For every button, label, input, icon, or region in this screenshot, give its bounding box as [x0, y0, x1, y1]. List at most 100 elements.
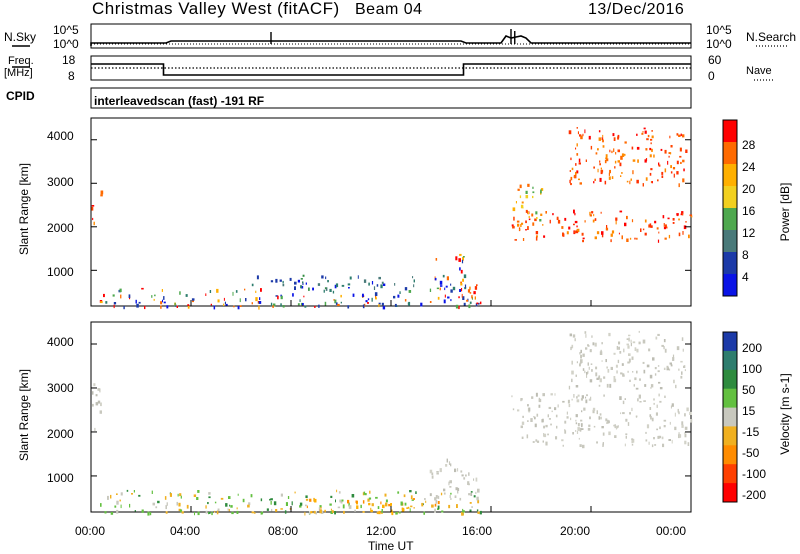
velocity-cell — [406, 507, 408, 509]
velocity-cell — [603, 376, 606, 379]
power-cell — [650, 225, 653, 228]
velocity-cell — [348, 505, 352, 509]
power-cell — [570, 183, 572, 186]
velocity-cell — [661, 436, 664, 440]
velocity-cell — [270, 498, 273, 501]
power-cell — [333, 299, 335, 301]
power-cell — [332, 290, 335, 294]
power-cell — [593, 166, 595, 169]
power-data-cells — [91, 127, 693, 310]
velocity-cell — [110, 512, 114, 515]
power-cell — [463, 256, 465, 258]
velocity-cell — [362, 511, 365, 513]
velocity-cell — [602, 432, 605, 436]
velocity-cell — [601, 342, 603, 345]
power-ytick-4000: 4000 — [47, 129, 74, 143]
velocity-cell — [360, 504, 362, 509]
velocity-cell — [632, 371, 634, 373]
power-cell — [574, 220, 578, 224]
power-cell — [305, 282, 307, 285]
velocity-cell — [251, 511, 255, 514]
velocity-cell — [329, 503, 332, 506]
velocity-cell — [634, 347, 637, 351]
power-cell — [468, 304, 471, 309]
power-cell — [642, 228, 645, 231]
velocity-cell — [683, 365, 686, 368]
power-cell — [460, 281, 462, 284]
velocity-cell — [450, 492, 452, 495]
velocity-cell — [589, 349, 592, 353]
power-cell — [574, 230, 576, 234]
velocity-cell — [606, 383, 609, 388]
power-cell — [578, 178, 580, 181]
power-cell — [367, 298, 370, 301]
power-cell — [525, 190, 528, 194]
xtick-3: 12:00 — [366, 524, 397, 538]
power-cell — [631, 146, 634, 150]
power-cell — [664, 149, 667, 154]
velocity-cell — [461, 512, 464, 516]
velocity-cell — [110, 494, 112, 499]
power-cell — [364, 303, 366, 307]
velocity-cell — [309, 511, 311, 515]
velocity-cell — [410, 505, 413, 508]
nave-tick-bottom: 0 — [708, 69, 715, 83]
power-cell — [600, 169, 604, 173]
power-cell — [282, 283, 285, 287]
velocity-cell — [477, 488, 480, 493]
velocity-cell — [99, 410, 102, 414]
power-cell — [651, 148, 653, 152]
velocity-cell — [576, 361, 578, 364]
power-cell — [435, 258, 438, 261]
velocity-cell — [636, 348, 639, 353]
velocity-cell — [562, 444, 564, 447]
velocity-cell — [208, 492, 211, 495]
power-cell — [443, 299, 446, 304]
power-cell — [521, 201, 524, 204]
velocity-cell — [270, 501, 272, 505]
velocity-cell — [625, 433, 628, 435]
power-cell — [620, 155, 623, 160]
power-cell — [187, 306, 190, 309]
velocity-cell — [214, 510, 216, 513]
velocity-cell — [448, 481, 450, 486]
velocity-cell — [434, 503, 437, 507]
power-cell — [376, 284, 379, 287]
velocity-cell — [527, 404, 529, 407]
power-cell — [532, 195, 534, 199]
power-cell — [179, 291, 181, 295]
power-cell — [371, 281, 374, 285]
power-cell — [289, 277, 292, 281]
power-cell — [237, 306, 240, 310]
power-cell — [661, 171, 664, 175]
power-cell — [604, 180, 607, 185]
velocity-cell — [582, 368, 585, 371]
power-cell — [352, 293, 355, 297]
power-cell — [532, 191, 535, 194]
velocity-cell — [534, 416, 536, 420]
power-cell — [653, 154, 655, 158]
velocity-cell — [589, 416, 591, 420]
velocity-cell — [622, 400, 625, 405]
velocity-cell — [586, 394, 588, 397]
power-cell — [682, 134, 685, 138]
power-cell — [100, 194, 103, 197]
velocity-cell — [632, 438, 635, 443]
power-cell — [610, 239, 612, 243]
power-cell — [680, 161, 682, 164]
velocity-cell — [336, 489, 338, 493]
power-cell — [275, 295, 278, 297]
power-cell — [258, 305, 260, 310]
velocity-cell — [457, 468, 459, 472]
velocity-cell — [324, 509, 326, 513]
power-cell — [280, 303, 282, 307]
power-cell — [668, 152, 672, 154]
nsky-panel-frame — [90, 23, 692, 49]
power-cell — [590, 145, 593, 150]
power-cell — [251, 302, 253, 305]
velocity-cell — [669, 362, 672, 365]
power-cell — [327, 280, 329, 283]
velocity-cell — [628, 337, 630, 342]
velocity-cell — [562, 400, 565, 403]
power-cell — [141, 287, 144, 290]
